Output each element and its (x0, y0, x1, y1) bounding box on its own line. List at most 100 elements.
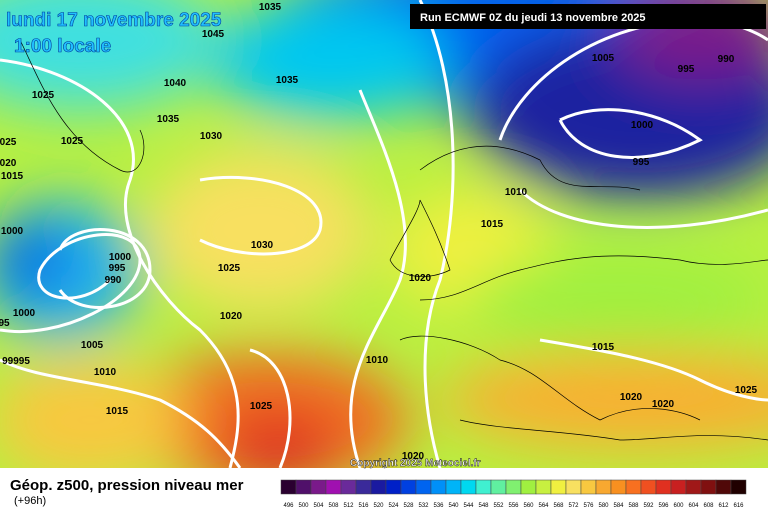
isobar-label: 1040 (164, 78, 187, 89)
isobar-label: 995 (678, 64, 695, 75)
legend-swatch (550, 479, 567, 495)
legend-swatch (355, 479, 372, 495)
isobar-label: 1005 (592, 53, 615, 64)
legend-label: 592 (643, 503, 654, 509)
legend-swatch (640, 479, 657, 495)
legend-label: 580 (598, 503, 609, 509)
isobar-label: 1020 (620, 392, 643, 403)
legend-swatch (520, 479, 537, 495)
isobar-label: 1030 (251, 240, 274, 251)
legend-label: 548 (478, 503, 489, 509)
legend-swatch (580, 479, 597, 495)
isobar-labels: 1035 1045 1040 1035 1025 1025 1035 1030 025 020 10… (0, 2, 758, 462)
isobar-label: 1020 (402, 451, 425, 462)
legend-swatch (715, 479, 732, 495)
legend-label: 572 (568, 503, 579, 509)
isobar-label: 020 (0, 158, 17, 169)
isobar-label: 1000 (631, 120, 654, 131)
isobars (0, 0, 768, 468)
legend-label: 604 (688, 503, 699, 509)
legend-label: 568 (553, 503, 564, 509)
isobar-label: 95 (0, 318, 10, 329)
isobar-label: 1000 (13, 308, 36, 319)
isobar-label: 1010 (366, 355, 389, 366)
legend-swatch (685, 479, 702, 495)
legend-swatch (415, 479, 432, 495)
legend-label: 520 (373, 503, 384, 509)
legend-label: 584 (613, 503, 624, 509)
isobar-label: 1035 (276, 75, 299, 86)
legend-label: 540 (448, 503, 459, 509)
isobar-label: 025 (0, 137, 17, 148)
legend-label: 552 (493, 503, 504, 509)
isobar-label: 1025 (32, 90, 55, 101)
legend-label: 532 (418, 503, 429, 509)
legend-label: 596 (658, 503, 669, 509)
isobar-label: 1010 (505, 187, 528, 198)
coastlines (19, 39, 768, 441)
isobar-label: 1035 (259, 2, 282, 13)
legend-swatch (295, 479, 312, 495)
legend-label: 612 (718, 503, 729, 509)
isobar-label: 1015 (481, 219, 504, 230)
legend-swatch (505, 479, 522, 495)
lead-time: (+96h) (14, 495, 46, 507)
legend-swatch (445, 479, 462, 495)
isobar-label: 1035 (157, 114, 180, 125)
legend-label: 616 (733, 503, 744, 509)
legend-label: 556 (508, 503, 519, 509)
legend-swatch (385, 479, 402, 495)
legend-label: 600 (673, 503, 684, 509)
run-box (410, 4, 766, 29)
legend-swatch (625, 479, 642, 495)
isobar-label: 990 (105, 275, 122, 286)
legend-swatch (670, 479, 687, 495)
legend-label: 496 (283, 503, 294, 509)
isobar-label: 995 (633, 157, 650, 168)
legend-swatch (490, 479, 507, 495)
legend-label: 536 (433, 503, 444, 509)
isobar-label: 1025 (735, 385, 758, 396)
legend-label: 516 (358, 503, 369, 509)
field (0, 0, 768, 468)
legend-swatch (730, 479, 747, 495)
legend-label: 504 (313, 503, 324, 509)
legend-swatch (325, 479, 342, 495)
legend-swatch (340, 479, 357, 495)
isobar-label: 995 (109, 263, 126, 274)
legend-label: 500 (298, 503, 309, 509)
isobar-label: 1030 (200, 131, 223, 142)
legend-label: 544 (463, 503, 474, 509)
isobar-label: 1045 (202, 29, 225, 40)
isobar-label: 1025 (218, 263, 241, 274)
legend-swatch (595, 479, 612, 495)
isobar-label: 99995 (2, 356, 30, 367)
time-label: 1:00 locale (14, 36, 111, 57)
legend-label: 564 (538, 503, 549, 509)
isobar-label: 1015 (1, 171, 24, 182)
isobar-label: 1000 (1, 226, 24, 237)
isobar-label: 1020 (220, 311, 243, 322)
legend-swatch (310, 479, 327, 495)
isobar-label: 1015 (592, 342, 615, 353)
isobar-label: 1005 (81, 340, 104, 351)
legend-swatch (655, 479, 672, 495)
legend-swatch (610, 479, 627, 495)
legend-label: 512 (343, 503, 354, 509)
legend-label: 588 (628, 503, 639, 509)
legend: 496 500 504 508 512 516 520 524 528 532 536 540 544 5… (280, 479, 747, 509)
legend-label: 528 (403, 503, 414, 509)
legend-swatch (370, 479, 387, 495)
date-label: lundi 17 novembre 2025 (6, 10, 222, 31)
isobar-label: 1000 (109, 252, 132, 263)
isobar-label: 1025 (61, 136, 84, 147)
legend-swatch (565, 479, 582, 495)
legend-swatch (475, 479, 492, 495)
isobar-label: 1020 (652, 399, 675, 410)
legend-swatch (700, 479, 717, 495)
legend-swatch (400, 479, 417, 495)
legend-label: 608 (703, 503, 714, 509)
isobar-label: 1010 (94, 367, 117, 378)
legend-swatch (460, 479, 477, 495)
